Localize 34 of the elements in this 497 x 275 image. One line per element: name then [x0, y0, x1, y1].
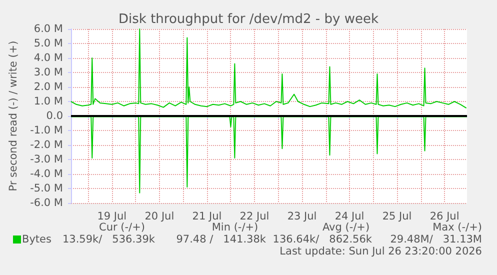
x-tick-label: 20 Jul [144, 210, 174, 222]
x-tick-label: 23 Jul [287, 210, 317, 222]
y-tick-label: -4.0 M [30, 168, 63, 180]
text: Last update: Sun Jul 26 23:20:00 2026 [280, 246, 482, 258]
y-tick-label: -6.0 M [30, 197, 63, 209]
text: 29.48M/ 31.13M [390, 234, 482, 246]
y-tick-label: 4.0 M [34, 52, 63, 64]
text: 136.64k/ 862.56k [272, 234, 373, 246]
text: Avg (-/+) [322, 222, 370, 234]
text: Cur (-/+) [99, 222, 145, 234]
x-tick-label: 21 Jul [192, 210, 222, 222]
x-tick-label: 19 Jul [97, 210, 127, 222]
y-axis-title: Pr second read (-) / write (+) [8, 40, 20, 192]
chart-title: Disk throughput for /dev/md2 - by week [118, 12, 379, 27]
legend-label: Bytes [22, 234, 52, 246]
x-tick-label: 26 Jul [430, 210, 460, 222]
line-series [70, 28, 467, 109]
y-tick-label: -1.0 M [30, 124, 63, 136]
text: Min (-/+) [212, 222, 258, 234]
x-tick-label: 22 Jul [240, 210, 270, 222]
x-tick-label: 24 Jul [334, 210, 364, 222]
text: Max (-/+) [432, 222, 482, 234]
y-tick-label: 2.0 M [34, 81, 63, 93]
x-tick-label: 25 Jul [382, 210, 412, 222]
y-tick-label: 1.0 M [34, 96, 63, 108]
y-tick-label: 3.0 M [34, 66, 63, 78]
text: 97.48 / 141.38k [176, 234, 267, 246]
y-tick-label: 0.0 [46, 110, 63, 122]
y-tick-label: -2.0 M [30, 139, 63, 151]
y-tick-label: -3.0 M [30, 154, 63, 166]
text: 13.59k/ 536.39k [62, 234, 156, 246]
y-tick-label: 6.0 M [34, 23, 63, 35]
y-tick-label: 5.0 M [34, 38, 63, 50]
y-tick-label: -5.0 M [30, 182, 63, 194]
